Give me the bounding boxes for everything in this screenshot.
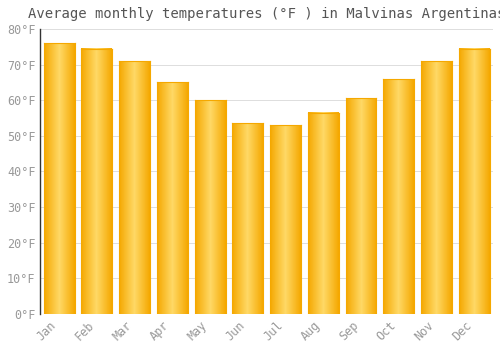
Title: Average monthly temperatures (°F ) in Malvinas Argentinas: Average monthly temperatures (°F ) in Ma… [28,7,500,21]
